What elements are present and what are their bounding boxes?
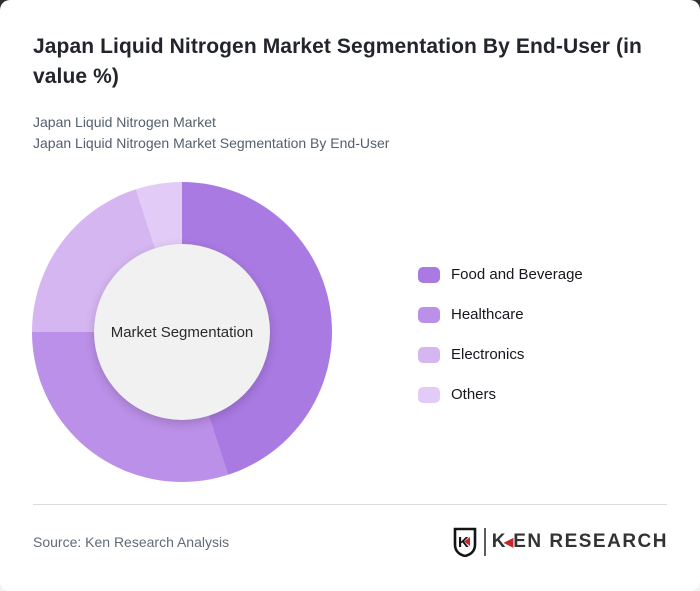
legend-label: Others — [451, 386, 497, 403]
legend-item-electronics: Electronics — [418, 346, 583, 363]
ken-research-logo: K K ◀ EN RESEARCH — [452, 527, 668, 557]
shield-icon: K — [453, 527, 477, 557]
donut-chart: Market Segmentation — [32, 182, 332, 482]
wordmark-rest: EN RESEARCH — [513, 531, 668, 552]
legend: Food and Beverage Healthcare Electronics… — [418, 266, 583, 403]
shield-triangle-icon — [463, 537, 470, 546]
legend-item-food-and-beverage: Food and Beverage — [418, 266, 583, 283]
legend-label: Food and Beverage — [451, 266, 583, 283]
legend-item-others: Others — [418, 386, 583, 403]
donut-center: Market Segmentation — [94, 244, 270, 420]
footer-divider — [33, 504, 667, 505]
legend-swatch — [418, 306, 440, 323]
legend-label: Electronics — [451, 346, 525, 363]
source-note: Source: Ken Research Analysis — [33, 534, 230, 550]
legend-label: Healthcare — [451, 306, 524, 323]
subtitle-line-1: Japan Liquid Nitrogen Market — [33, 114, 216, 130]
wordmark-k: K — [491, 531, 507, 552]
donut-center-label: Market Segmentation — [110, 323, 254, 341]
page-title: Japan Liquid Nitrogen Market Segmentatio… — [33, 35, 642, 88]
legend-swatch — [418, 266, 440, 283]
legend-swatch — [418, 386, 440, 403]
logo-wordmark: K ◀ EN RESEARCH — [492, 531, 668, 553]
legend-item-healthcare: Healthcare — [418, 306, 583, 323]
chart-subtitle: Japan Liquid Nitrogen Market Japan Liqui… — [33, 112, 389, 154]
legend-swatch — [418, 346, 440, 363]
footer: Source: Ken Research Analysis K K ◀ EN R… — [33, 524, 668, 560]
logo-divider-bar — [483, 528, 486, 556]
subtitle-line-2: Japan Liquid Nitrogen Market Segmentatio… — [33, 135, 390, 151]
wordmark-triangle-icon: ◀ — [503, 535, 514, 549]
shield-letter: K — [458, 534, 469, 551]
